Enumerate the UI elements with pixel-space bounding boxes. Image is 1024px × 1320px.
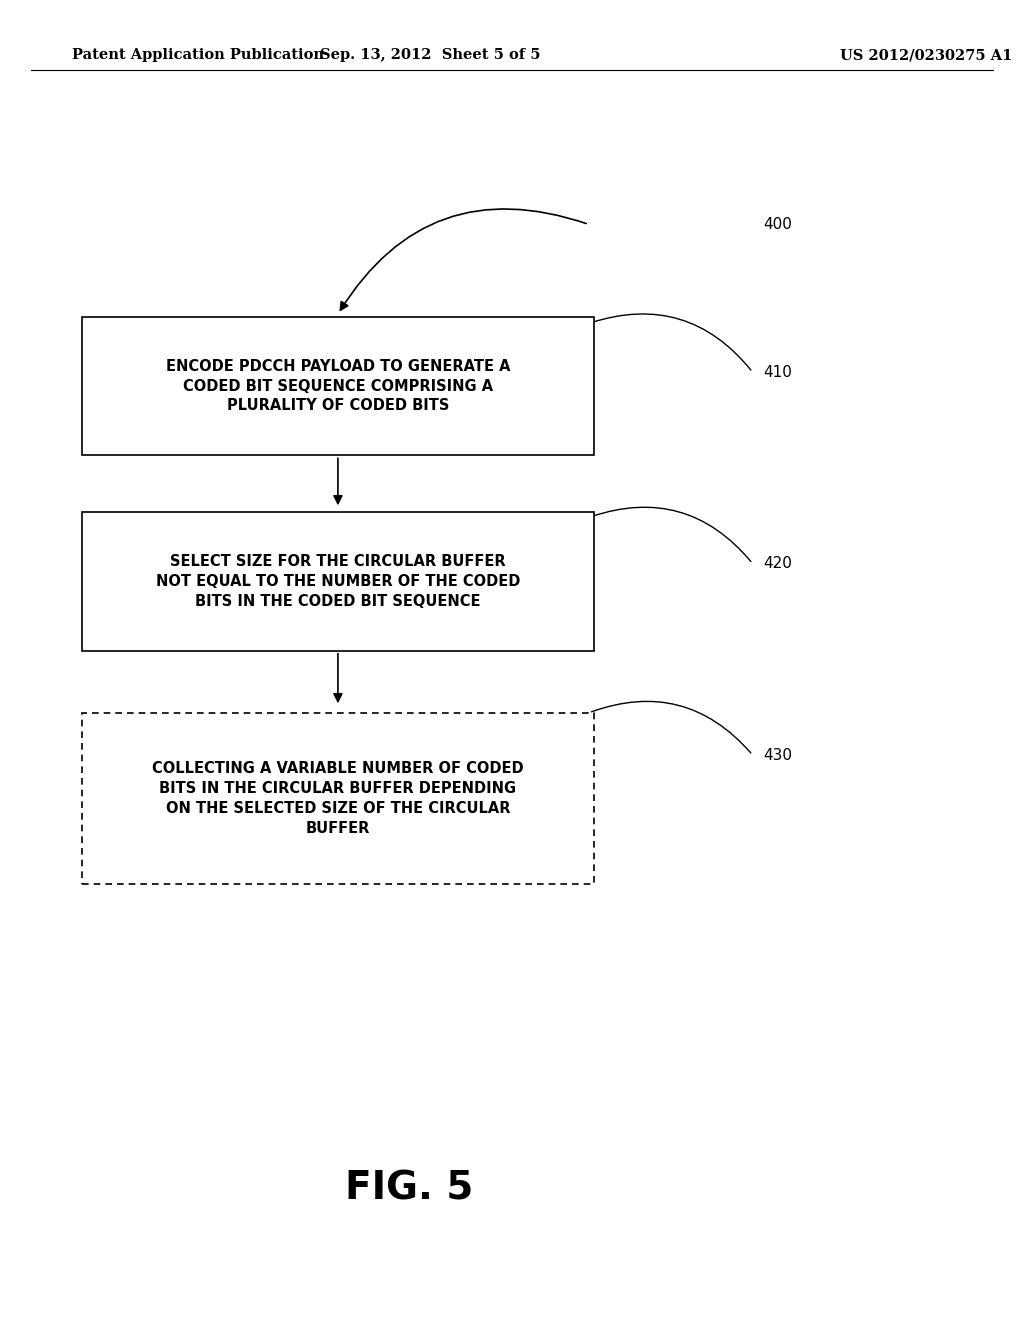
Text: 410: 410 — [763, 364, 792, 380]
Text: 430: 430 — [763, 747, 792, 763]
Text: ENCODE PDCCH PAYLOAD TO GENERATE A
CODED BIT SEQUENCE COMPRISING A
PLURALITY OF : ENCODE PDCCH PAYLOAD TO GENERATE A CODED… — [166, 359, 510, 413]
Text: US 2012/0230275 A1: US 2012/0230275 A1 — [840, 49, 1012, 62]
FancyBboxPatch shape — [82, 317, 594, 455]
Text: Patent Application Publication: Patent Application Publication — [72, 49, 324, 62]
Text: SELECT SIZE FOR THE CIRCULAR BUFFER
NOT EQUAL TO THE NUMBER OF THE CODED
BITS IN: SELECT SIZE FOR THE CIRCULAR BUFFER NOT … — [156, 554, 520, 609]
FancyBboxPatch shape — [82, 713, 594, 884]
Text: COLLECTING A VARIABLE NUMBER OF CODED
BITS IN THE CIRCULAR BUFFER DEPENDING
ON T: COLLECTING A VARIABLE NUMBER OF CODED BI… — [153, 762, 523, 836]
FancyBboxPatch shape — [82, 512, 594, 651]
Text: FIG. 5: FIG. 5 — [345, 1170, 474, 1206]
Text: Sep. 13, 2012  Sheet 5 of 5: Sep. 13, 2012 Sheet 5 of 5 — [319, 49, 541, 62]
Text: 400: 400 — [763, 216, 792, 232]
Text: 420: 420 — [763, 556, 792, 572]
